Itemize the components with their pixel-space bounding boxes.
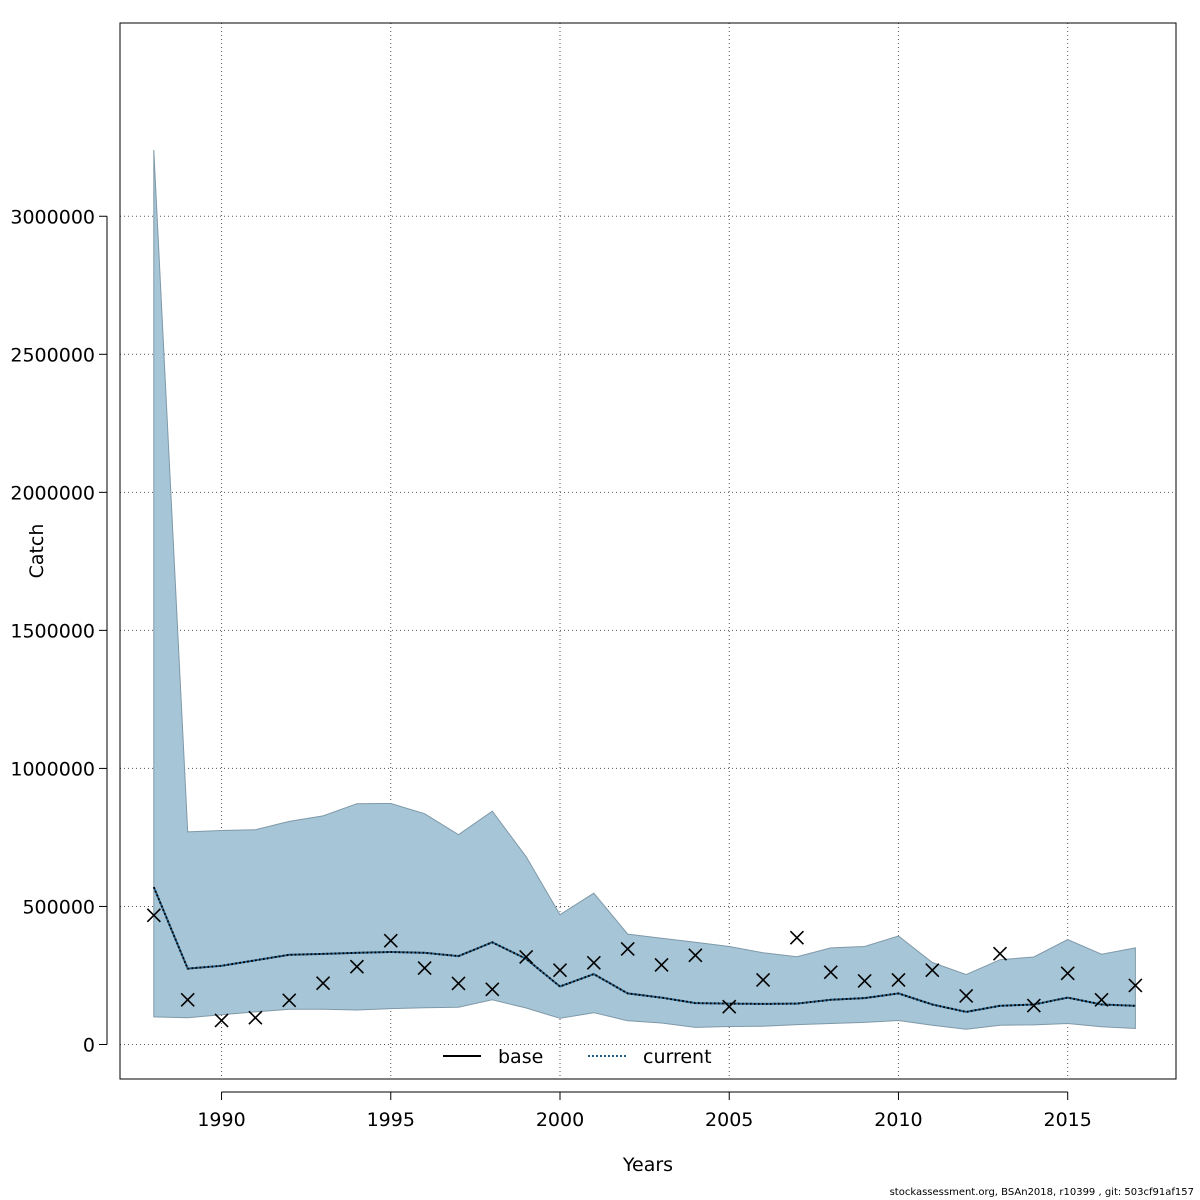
x-tick-label-2005: 2005: [705, 1109, 753, 1131]
observation-points: [146, 908, 1143, 1028]
observation-point-2012: [959, 988, 974, 1003]
y-axis: 0 500000 1000000 1500000 2000000 2500000 30000…: [10, 206, 108, 1056]
grid: [120, 23, 1176, 1079]
observation-point-2008: [823, 965, 838, 980]
confidence-band: [153, 149, 1136, 1030]
x-tick-label-1990: 1990: [197, 1109, 245, 1131]
observation-point-2006: [756, 972, 771, 987]
observation-point-1988: [146, 908, 161, 923]
observation-point-2011: [925, 963, 940, 978]
series-current-line: [152, 886, 1136, 1013]
y-tick-label-2000000: 2000000: [10, 482, 95, 504]
y-tick-label-500000: 500000: [22, 896, 95, 918]
y-tick-label-2500000: 2500000: [10, 344, 95, 366]
observation-point-1994: [349, 959, 364, 974]
observation-point-2001: [586, 955, 601, 970]
observation-point-2016: [1094, 992, 1109, 1007]
observation-point-1996: [417, 960, 432, 976]
y-tick-label-1000000: 1000000: [10, 758, 95, 780]
observation-point-1993: [316, 976, 331, 991]
observation-point-2015: [1060, 966, 1075, 981]
x-tick-label-2010: 2010: [874, 1109, 922, 1131]
observation-point-2002: [620, 941, 635, 957]
observation-point-2009: [857, 973, 872, 989]
x-tick-label-1995: 1995: [367, 1109, 415, 1131]
y-axis-title: Catch: [26, 524, 48, 579]
observation-point-2017: [1128, 978, 1143, 993]
observation-point-2000: [552, 963, 568, 978]
legend-base-label: base: [498, 1046, 543, 1068]
observation-point-2004: [688, 948, 703, 963]
observation-point-2007: [789, 930, 804, 945]
x-tick-label-2000: 2000: [536, 1109, 584, 1131]
observation-point-1991: [248, 1010, 263, 1025]
observation-point-1989: [180, 992, 195, 1007]
legend: base current: [443, 1046, 712, 1068]
y-tick-label-3000000: 3000000: [10, 206, 95, 228]
legend-current-label: current: [643, 1046, 712, 1068]
observation-point-1997: [451, 976, 466, 991]
observation-point-2005: [722, 999, 737, 1014]
observation-point-2010: [891, 972, 906, 987]
confidence-band-area: [153, 149, 1136, 1030]
observation-point-1990: [214, 1013, 229, 1028]
estimate-line: [152, 886, 1136, 1013]
observation-point-1998: [485, 982, 500, 997]
observation-point-1995: [383, 933, 398, 948]
y-tick-label-0: 0: [83, 1034, 95, 1056]
plot-frame: [119, 22, 1177, 1080]
series-current-line-overlay: [152, 886, 1136, 1013]
observation-point-1999: [519, 949, 534, 965]
x-tick-label-2015: 2015: [1044, 1109, 1092, 1131]
footer-credit: stockassessment.org, BSAn2018, r10399 , …: [889, 1187, 1194, 1198]
observation-point-2014: [1026, 998, 1041, 1013]
x-axis: 1990 1995 2000 2005 2010 2015: [197, 1091, 1092, 1131]
observation-point-1992: [282, 993, 297, 1008]
y-tick-label-1500000: 1500000: [10, 620, 95, 642]
x-axis-title: Years: [622, 1154, 673, 1176]
observation-point-2003: [654, 957, 669, 973]
observation-point-2013: [992, 946, 1008, 961]
